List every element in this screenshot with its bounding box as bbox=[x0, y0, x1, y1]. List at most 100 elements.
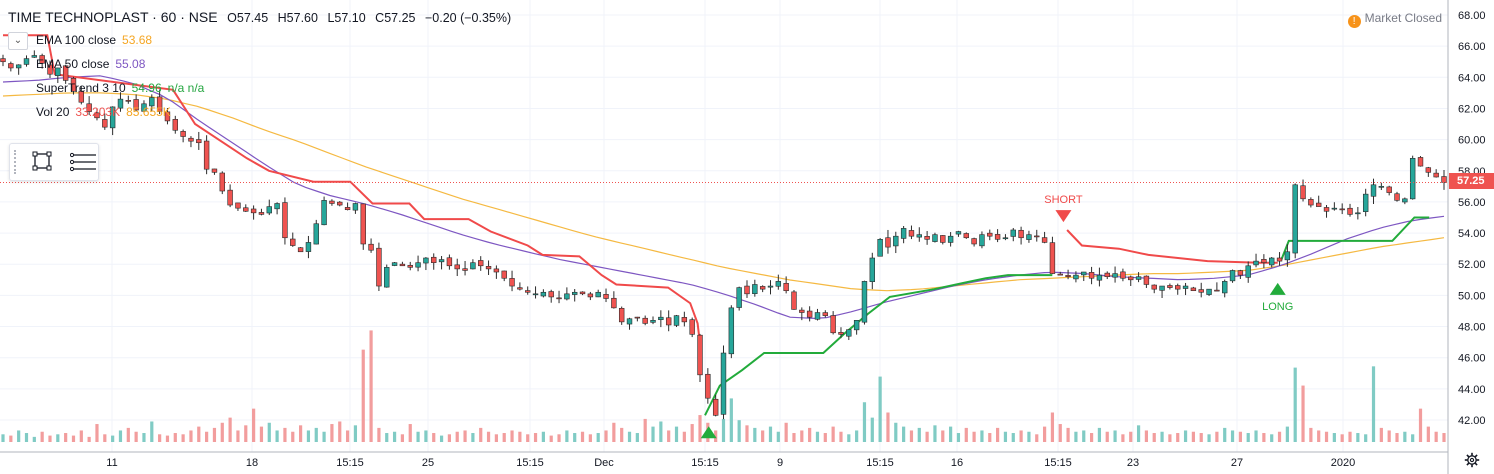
volume-bar bbox=[212, 427, 217, 442]
volume-bar bbox=[1011, 433, 1015, 442]
candle-body bbox=[799, 309, 805, 313]
volume-bar bbox=[1144, 430, 1149, 442]
volume-bar bbox=[1183, 430, 1188, 442]
volume-bar bbox=[486, 431, 491, 442]
candle-body bbox=[274, 203, 280, 210]
candle-body bbox=[947, 235, 954, 243]
legend-volume[interactable]: Vol 20 33.203K 85.655K bbox=[36, 105, 171, 119]
ohlc-low: L57.10 bbox=[327, 11, 366, 25]
volume-bar bbox=[408, 424, 412, 442]
candle-body bbox=[1394, 193, 1400, 201]
candle-body bbox=[180, 131, 186, 137]
volume-bar bbox=[1113, 430, 1117, 442]
time-axis: 11 18 15:15 25 15:15 Dec 15:15 9 15:15 16 15:15 23 2… bbox=[0, 451, 1448, 469]
candle-body bbox=[109, 106, 116, 129]
candle-body bbox=[188, 137, 194, 142]
candle-body bbox=[1284, 251, 1291, 261]
candle-body bbox=[1253, 260, 1259, 266]
candle-body bbox=[196, 139, 202, 144]
candle-body bbox=[603, 294, 609, 299]
price-tick-label: 56.00 bbox=[1458, 197, 1486, 209]
time-tick-label: 27 bbox=[1231, 457, 1243, 469]
chevron-down-icon: ⌄ bbox=[13, 35, 23, 46]
volume-bar bbox=[674, 426, 679, 442]
volume-bar bbox=[933, 425, 937, 442]
candle-body bbox=[908, 230, 915, 237]
volume-bar bbox=[964, 427, 968, 442]
candle-body bbox=[243, 207, 249, 212]
volume-bar bbox=[659, 421, 663, 442]
volume-bar bbox=[298, 425, 303, 442]
candle-body bbox=[0, 58, 6, 63]
volume-bar bbox=[275, 430, 279, 442]
price-tick-label: 62.00 bbox=[1458, 103, 1486, 115]
candle-body bbox=[23, 58, 30, 65]
candle-body bbox=[149, 97, 155, 107]
volume-bar bbox=[392, 431, 397, 442]
object-tree-icon[interactable] bbox=[70, 151, 98, 173]
volume-bar bbox=[1105, 431, 1109, 442]
short-signal-label: SHORT bbox=[1044, 194, 1083, 206]
candle-body bbox=[1362, 193, 1369, 212]
volume-bar bbox=[165, 435, 170, 442]
volume-bar bbox=[1293, 367, 1297, 442]
volume-bar bbox=[878, 376, 882, 442]
volume-bar bbox=[761, 430, 765, 442]
volume-bar bbox=[1285, 426, 1289, 442]
volume-bar bbox=[870, 417, 874, 442]
candle-body bbox=[1300, 185, 1306, 200]
drag-handle-icon[interactable] bbox=[14, 150, 18, 174]
volume-bar bbox=[71, 435, 76, 442]
volume-bar bbox=[447, 434, 451, 442]
volume-bar bbox=[1223, 427, 1227, 442]
volume-bar bbox=[1301, 385, 1305, 442]
volume-bar bbox=[753, 427, 757, 442]
rectangle-tool-icon[interactable] bbox=[32, 151, 52, 171]
collapse-legend-button[interactable]: ⌄ bbox=[8, 32, 28, 50]
candle-body bbox=[62, 65, 69, 81]
volume-bar bbox=[1426, 426, 1430, 442]
symbol-title[interactable]: TIME TECHNOPLAST · 60 · NSE bbox=[8, 9, 218, 25]
supertrend-segment bbox=[3, 34, 703, 355]
volume-bar bbox=[424, 430, 428, 442]
volume-bar bbox=[1317, 430, 1321, 442]
candle-body bbox=[1261, 259, 1267, 263]
legend-supertrend[interactable]: SuperTrend 3 10 54.96 n/a n/a bbox=[36, 81, 204, 95]
candle-body bbox=[1112, 273, 1118, 278]
volume-bar bbox=[432, 433, 436, 442]
candle-body bbox=[1049, 242, 1056, 274]
volume-bar bbox=[604, 430, 608, 442]
volume-bar bbox=[103, 434, 107, 442]
market-status[interactable]: ! Market Closed bbox=[1347, 11, 1442, 28]
candle-body bbox=[415, 262, 421, 268]
volume-bar bbox=[1277, 431, 1282, 442]
candle-body bbox=[31, 55, 38, 58]
candle-body bbox=[250, 208, 257, 214]
time-tick-label: 11 bbox=[106, 457, 117, 469]
volume-bar bbox=[1418, 408, 1423, 442]
legend-ema100[interactable]: EMA 100 close 53.68 bbox=[36, 33, 152, 47]
volume-bar bbox=[1246, 433, 1250, 442]
candle-body bbox=[626, 318, 633, 325]
time-tick-label: 15:15 bbox=[1044, 457, 1072, 469]
volume-bar bbox=[1042, 426, 1047, 442]
candle-body bbox=[156, 96, 163, 112]
time-tick-label: 15:15 bbox=[866, 457, 894, 469]
volume-bar bbox=[862, 402, 867, 442]
candle-body bbox=[806, 310, 813, 318]
volume-bar bbox=[557, 434, 561, 442]
candle-body bbox=[313, 223, 319, 245]
volume-bar bbox=[510, 430, 514, 442]
candle-body bbox=[360, 203, 366, 245]
candle-body bbox=[1378, 186, 1385, 188]
volume-bar bbox=[745, 425, 749, 442]
legend-ema50[interactable]: EMA 50 close 55.08 bbox=[36, 57, 145, 71]
price-tick-label: 46.00 bbox=[1458, 353, 1486, 365]
candle-body bbox=[1386, 186, 1392, 193]
candle-body bbox=[642, 317, 648, 324]
legend-label: Vol 20 bbox=[36, 105, 70, 119]
time-tick-label: 23 bbox=[1127, 457, 1139, 469]
gear-icon[interactable] bbox=[1464, 452, 1480, 468]
volume-bar bbox=[1097, 427, 1102, 442]
